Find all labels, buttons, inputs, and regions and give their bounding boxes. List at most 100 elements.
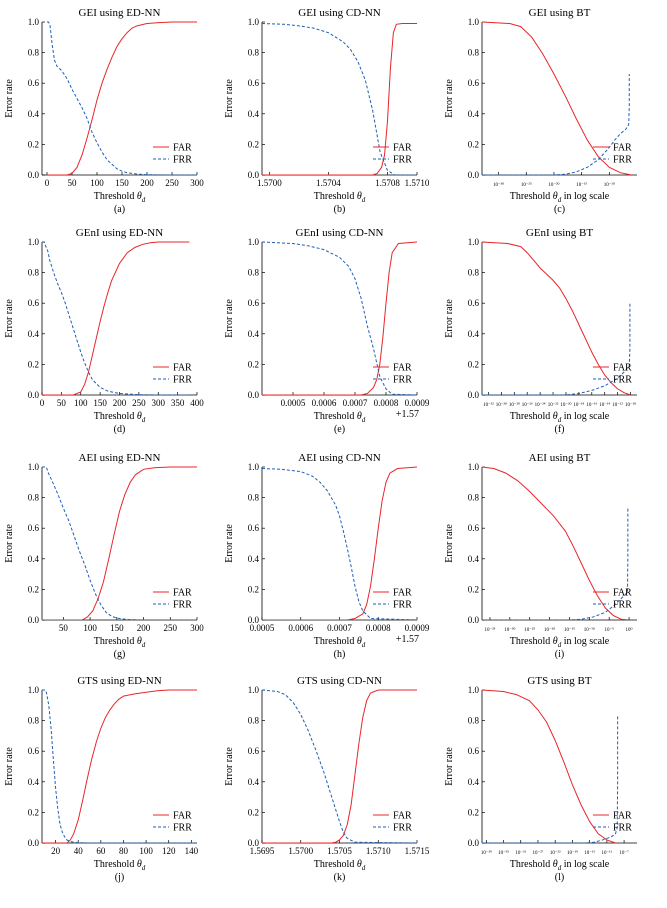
panel-f-ytick-label: 0.6 — [468, 298, 480, 308]
panel-h-ytick-label: 0.6 — [248, 523, 260, 533]
panel-j-title: GTS using ED-NN — [77, 675, 161, 687]
panel-a: GEI using ED-NN Error rate 0.0 0.2 0.4 0.6 0.8… — [4, 7, 204, 215]
panel-j: GTS using ED-NN Error rate 0.0 0.2 0.4 0.6 0.8… — [4, 675, 199, 883]
panel-l-ytick-label: 0.2 — [468, 807, 479, 817]
panel-f-xtick-label: 10⁻²² — [548, 402, 559, 408]
panel-c-ytick-label: 0.6 — [468, 78, 480, 88]
panel-j-series-frr — [42, 689, 197, 843]
panel-d: GEnI using ED-NN Error rate 0.0 0.2 0.4 0.6 0.… — [4, 227, 204, 435]
panel-j-ytick-label: 1.0 — [28, 685, 40, 695]
panel-b-ytick-label: 1.0 — [248, 17, 260, 27]
panel-l-ytick-label: 1.0 — [468, 685, 480, 695]
panel-c: GEI using BT Error rate 0.0 0.2 0.4 0.6 0.8 1.0… — [444, 7, 637, 215]
panel-d-xtick-label: 200 — [113, 398, 127, 408]
panel-b-ytick-label: 0.4 — [248, 109, 260, 119]
panel-g-xtick-label: 100 — [83, 623, 97, 633]
panel-g-xtick-label: 50 — [59, 623, 69, 633]
panel-d-xtick-label: 300 — [152, 398, 166, 408]
panel-i-xtick-label: 10⁻¹⁰ — [584, 627, 595, 633]
panel-b-ytick-label: 0.0 — [248, 170, 260, 180]
panel-h-ytick-label: 1.0 — [248, 462, 260, 472]
panel-d-series-far — [42, 241, 190, 395]
panel-f-xtick-label: 10⁻¹⁴ — [599, 402, 610, 408]
panel-j-xlabel: Threshold θd — [94, 859, 146, 872]
panel-e-series-frr — [262, 241, 417, 395]
panel-k: GTS using CD-NN Error rate 0.0 0.2 0.4 0.6 0.8… — [224, 675, 430, 883]
panel-a-xtick-label: 150 — [115, 178, 129, 188]
panel-l-ytick-label: 0.8 — [468, 716, 480, 726]
legend-label: FAR — [173, 588, 192, 599]
panel-c-subcaption: (c) — [554, 204, 565, 215]
panel-j-ylabel: Error rate — [4, 747, 15, 786]
panel-k-ytick-label: 1.0 — [248, 685, 260, 695]
panel-a-ytick-label: 0.2 — [28, 139, 39, 149]
panel-a-title: GEI using ED-NN — [79, 7, 161, 19]
panel-d-ytick-label: 0.8 — [28, 268, 40, 278]
panel-c-ytick-label: 0.0 — [468, 170, 480, 180]
panel-g: AEI using ED-NN Error rate 0.0 0.2 0.4 0.6 0.8… — [4, 452, 204, 660]
panel-c-xtick-label: 10⁻¹⁵ — [576, 182, 587, 188]
panel-a-series-far — [47, 21, 197, 175]
panel-i-xlabel: Threshold θd in log scale — [510, 636, 610, 649]
panel-i-xtick-label: 10⁻³⁵ — [485, 627, 496, 633]
panel-j-ytick-label: 0.4 — [28, 777, 40, 787]
panel-g-xtick-label: 200 — [137, 623, 151, 633]
panel-i-ytick-label: 0.2 — [468, 584, 479, 594]
panel-l-series-far — [482, 689, 616, 843]
legend-label: FRR — [173, 375, 192, 386]
panel-l-series-frr — [482, 716, 619, 843]
legend-label: FRR — [613, 823, 632, 834]
panel-a-ytick-label: 0.0 — [28, 170, 40, 180]
panel-a-series-frr — [47, 21, 197, 175]
panel-i-ytick-label: 0.6 — [468, 523, 480, 533]
panel-b: GEI using CD-NN Error rate 0.0 0.2 0.4 0.6 0.8… — [224, 7, 430, 215]
panel-i-ytick-label: 0.8 — [468, 493, 480, 503]
panel-g-series-frr — [42, 466, 197, 620]
panel-c-series-frr — [482, 74, 630, 175]
panel-h-ylabel: Error rate — [224, 524, 235, 563]
panel-k-ytick-label: 0.6 — [248, 746, 260, 756]
panel-h-xtick-label: 0.0005 — [250, 623, 275, 633]
legend-label: FRR — [393, 823, 412, 834]
panel-f-ytick-label: 0.8 — [468, 268, 480, 278]
panel-l-xtick-label: 10⁻³¹ — [515, 850, 526, 856]
panel-a-subcaption: (a) — [114, 204, 125, 215]
panel-j-xtick-label: 120 — [162, 846, 176, 856]
panel-a-xlabel: Threshold θd — [94, 191, 146, 204]
panel-g-title: AEI using ED-NN — [79, 452, 161, 464]
panel-i: AEI using BT Error rate 0.0 0.2 0.4 0.6 0.8 1.0… — [444, 452, 637, 660]
panel-l-xtick-label: 10⁻²³ — [550, 850, 561, 856]
panel-i-ylabel: Error rate — [444, 524, 455, 563]
legend-label: FAR — [393, 811, 412, 822]
panel-d-ytick-label: 0.6 — [28, 298, 40, 308]
legend-label: FRR — [393, 375, 412, 386]
panel-k-xlabel: Threshold θd — [314, 859, 366, 872]
panel-i-series-far — [482, 466, 630, 620]
panel-j-ytick-label: 0.6 — [28, 746, 40, 756]
panel-b-xtick-label: 1.5710 — [405, 178, 430, 188]
panel-c-ytick-label: 0.8 — [468, 48, 480, 58]
panel-g-xtick-label: 250 — [164, 623, 178, 633]
panel-l-title: GTS using BT — [527, 675, 591, 687]
panel-k-ylabel: Error rate — [224, 747, 235, 786]
panel-k-ytick-label: 0.2 — [248, 807, 259, 817]
panel-f-xtick-label: 10⁻¹⁶ — [586, 402, 597, 408]
panel-i-xtick-label: 10⁻³⁰ — [504, 627, 515, 633]
panel-f-ytick-label: 0.4 — [468, 329, 480, 339]
panel-e-ytick-label: 0.6 — [248, 298, 260, 308]
panel-b-ytick-label: 0.6 — [248, 78, 260, 88]
panel-d-ytick-label: 0.2 — [28, 359, 39, 369]
panel-i-ytick-label: 1.0 — [468, 462, 480, 472]
panel-e-xlabel: Threshold θd — [314, 411, 366, 424]
panel-b-ytick-label: 0.2 — [248, 139, 259, 149]
panel-c-series-far — [482, 21, 632, 175]
panel-k-xtick-label: 1.5700 — [288, 846, 313, 856]
panel-e-xtick-label: 0.0007 — [343, 398, 368, 408]
panel-h-subcaption: (h) — [334, 649, 346, 660]
panel-f-xtick-label: 10⁻³⁰ — [496, 402, 507, 408]
panel-f-ytick-label: 0.2 — [468, 359, 479, 369]
panel-g-ytick-label: 0.0 — [28, 615, 40, 625]
